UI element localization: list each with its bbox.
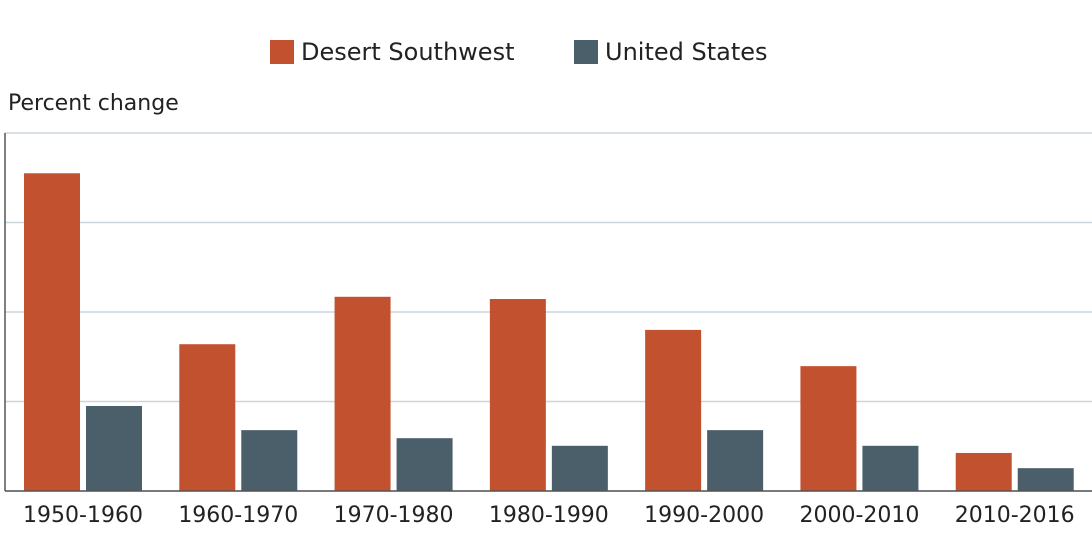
- x-tick-label: 1970-1980: [334, 503, 454, 528]
- bar: [800, 366, 857, 491]
- bar: [241, 430, 298, 491]
- bar: [396, 438, 453, 491]
- bar: [86, 405, 142, 491]
- bar: [707, 430, 764, 491]
- bar: [489, 299, 546, 491]
- bar: [179, 344, 236, 491]
- x-tick-label: 1980-1990: [489, 503, 609, 528]
- legend-swatch: [574, 40, 598, 64]
- bar: [862, 445, 919, 491]
- legend-swatch: [270, 40, 294, 64]
- bar: [551, 445, 608, 491]
- x-tick-label: 2000-2010: [799, 503, 919, 528]
- bar: [955, 452, 1012, 491]
- bar: [645, 329, 702, 491]
- bar: [1017, 468, 1074, 491]
- legend-label: United States: [605, 38, 768, 66]
- x-tick-label: 2010-2016: [955, 503, 1075, 528]
- bar: [24, 173, 80, 491]
- bar: [334, 296, 391, 491]
- y-axis-label: Percent change: [8, 91, 179, 116]
- legend-label: Desert Southwest: [301, 38, 514, 66]
- x-tick-label: 1960-1970: [178, 503, 298, 528]
- x-tick-label: 1950-1960: [23, 503, 143, 528]
- x-tick-label: 1990-2000: [644, 503, 764, 528]
